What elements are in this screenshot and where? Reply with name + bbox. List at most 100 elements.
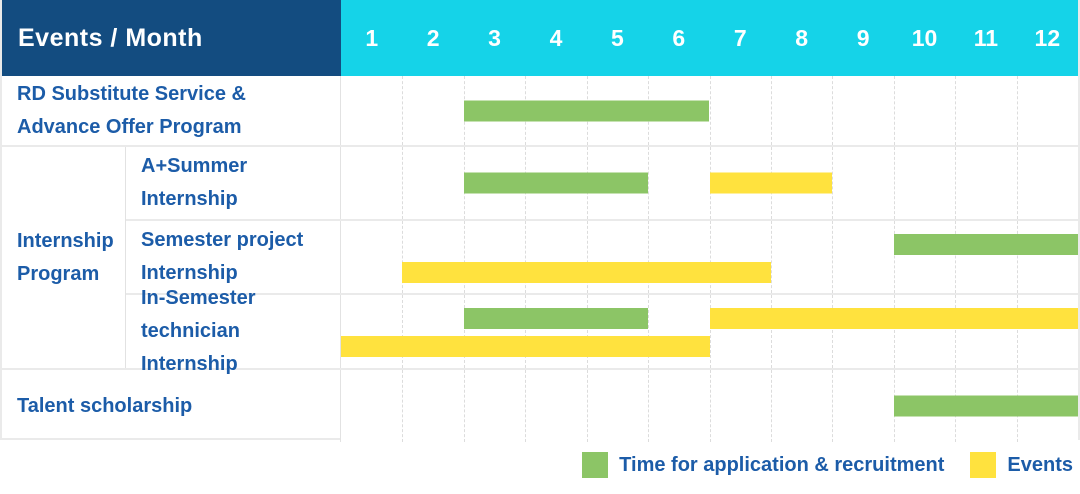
month-header-1: 1: [365, 24, 379, 51]
month-gridline: [402, 295, 404, 368]
month-gridline: [525, 221, 527, 293]
month-gridline: [463, 295, 465, 368]
gantt-bar-green: [463, 172, 649, 194]
legend-label: Events: [1007, 453, 1073, 476]
month-header-6: 6: [672, 24, 686, 51]
month-header-8: 8: [795, 24, 809, 51]
row-label-line: Advance Offer Program: [17, 115, 242, 138]
row-label-in-semester-technician-internship: In-Semester technician Internship: [126, 287, 341, 375]
legend-swatch-yellow: [970, 452, 997, 478]
row-label-line: Semester project: [141, 229, 304, 251]
row-label-line: In-Semester: [141, 287, 256, 309]
month-gridline: [832, 370, 834, 442]
legend-item-events: Events: [970, 452, 1073, 478]
month-gridline: [525, 370, 527, 442]
row-label-line: technician Internship: [141, 320, 240, 375]
month-header-7: 7: [733, 24, 747, 51]
gantt-table: Events / Month 1 2 3 4 5 6 7 8 9 10 11 12 RD Substi…: [0, 0, 1080, 442]
row-label-semester-project-internship: Semester project Internship: [126, 221, 341, 293]
month-gridline: [1016, 147, 1018, 219]
header-row: Events / Month 1 2 3 4 5 6 7 8 9 10 11 12: [2, 0, 1078, 76]
month-gridline: [648, 147, 650, 219]
month-gridline: [463, 221, 465, 293]
month-gridline: [832, 76, 834, 145]
row-label-talent-scholarship: Talent scholarship: [2, 370, 341, 442]
month-gridline: [832, 147, 834, 219]
gantt-bar-yellow: [402, 262, 771, 283]
chart-cell-a-summer-internship: [341, 147, 1078, 219]
month-gridline: [955, 295, 957, 368]
month-gridline: [402, 370, 404, 442]
month-gridline: [709, 221, 711, 293]
chart-cell-in-semester-technician-internship: [341, 295, 1078, 368]
month-gridline: [893, 221, 895, 293]
row-label-line: Internship: [141, 188, 238, 210]
month-gridline: [586, 370, 588, 442]
row-label-line: A+Summer: [141, 155, 248, 177]
row-label-line: RD Substitute Service &: [17, 82, 246, 105]
row-rd-substitute: RD Substitute Service & Advance Offer Pr…: [2, 76, 1078, 147]
group-rows: A+Summer Internship Semester project Int…: [126, 147, 1078, 375]
row-label-line: Internship: [141, 262, 238, 284]
month-gridline: [586, 295, 588, 368]
gantt-bar-green: [893, 234, 1078, 255]
gantt-bar-yellow: [709, 172, 833, 194]
legend: Time for application & recruitment Event…: [582, 452, 1073, 478]
header-title: Events / Month: [2, 0, 341, 76]
month-header-3: 3: [488, 24, 501, 51]
chart-cell-rd-substitute: [341, 76, 1078, 145]
month-gridline: [709, 370, 711, 442]
group-label-line: Program: [17, 262, 100, 285]
month-gridline: [402, 76, 404, 145]
gantt-bar-green: [893, 395, 1078, 417]
month-gridline: [648, 370, 650, 442]
month-gridline: [463, 370, 465, 442]
month-header-11: 11: [973, 24, 999, 51]
month-header-row: 1 2 3 4 5 6 7 8 9 10 11 12: [341, 0, 1078, 76]
month-gridline: [709, 76, 711, 145]
month-gridline: [893, 295, 895, 368]
month-header-12: 12: [1034, 24, 1061, 51]
month-header-5: 5: [611, 24, 624, 51]
month-gridline: [648, 221, 650, 293]
month-gridline: [955, 147, 957, 219]
month-header-4: 4: [549, 24, 563, 51]
month-gridline: [402, 147, 404, 219]
month-header-9: 9: [856, 24, 870, 51]
month-gridline: [648, 295, 650, 368]
gantt-bar-green: [463, 308, 649, 329]
month-gridline: [770, 221, 772, 293]
month-gridline: [586, 221, 588, 293]
month-gridline: [402, 221, 404, 293]
gantt-bar-yellow: [341, 336, 710, 357]
month-gridline: [770, 370, 772, 442]
month-gridline: [832, 295, 834, 368]
gantt-bar-yellow: [709, 308, 1078, 329]
month-gridline: [770, 76, 772, 145]
chart-cell-talent-scholarship: [341, 370, 1078, 442]
row-in-semester-technician-internship: In-Semester technician Internship: [126, 287, 1078, 375]
month-gridline: [893, 147, 895, 219]
row-semester-project-internship: Semester project Internship: [126, 221, 1078, 295]
month-gridline: [955, 221, 957, 293]
legend-label: Time for application & recruitment: [619, 453, 945, 476]
month-gridline: [955, 76, 957, 145]
group-label-internship-program: Internship Program: [2, 147, 126, 368]
month-gridline: [1016, 76, 1018, 145]
month-header-10: 10: [911, 24, 938, 51]
group-internship-program: Internship Program A+Summer Internship S…: [2, 147, 1078, 375]
month-gridline: [832, 221, 834, 293]
row-label-a-summer-internship: A+Summer Internship: [126, 147, 341, 219]
row-label-line: Talent scholarship: [17, 394, 193, 417]
chart-cell-semester-project-internship: [341, 221, 1078, 293]
month-gridline: [709, 295, 711, 368]
row-label-rd-substitute: RD Substitute Service & Advance Offer Pr…: [2, 76, 341, 145]
month-gridline: [893, 76, 895, 145]
row-a-summer-internship: A+Summer Internship: [126, 147, 1078, 221]
legend-swatch-green: [582, 452, 609, 478]
legend-item-application-recruitment: Time for application & recruitment: [582, 452, 944, 478]
group-label-line: Internship: [17, 229, 114, 252]
gantt-bar-green: [463, 100, 710, 121]
month-header-2: 2: [426, 24, 440, 51]
